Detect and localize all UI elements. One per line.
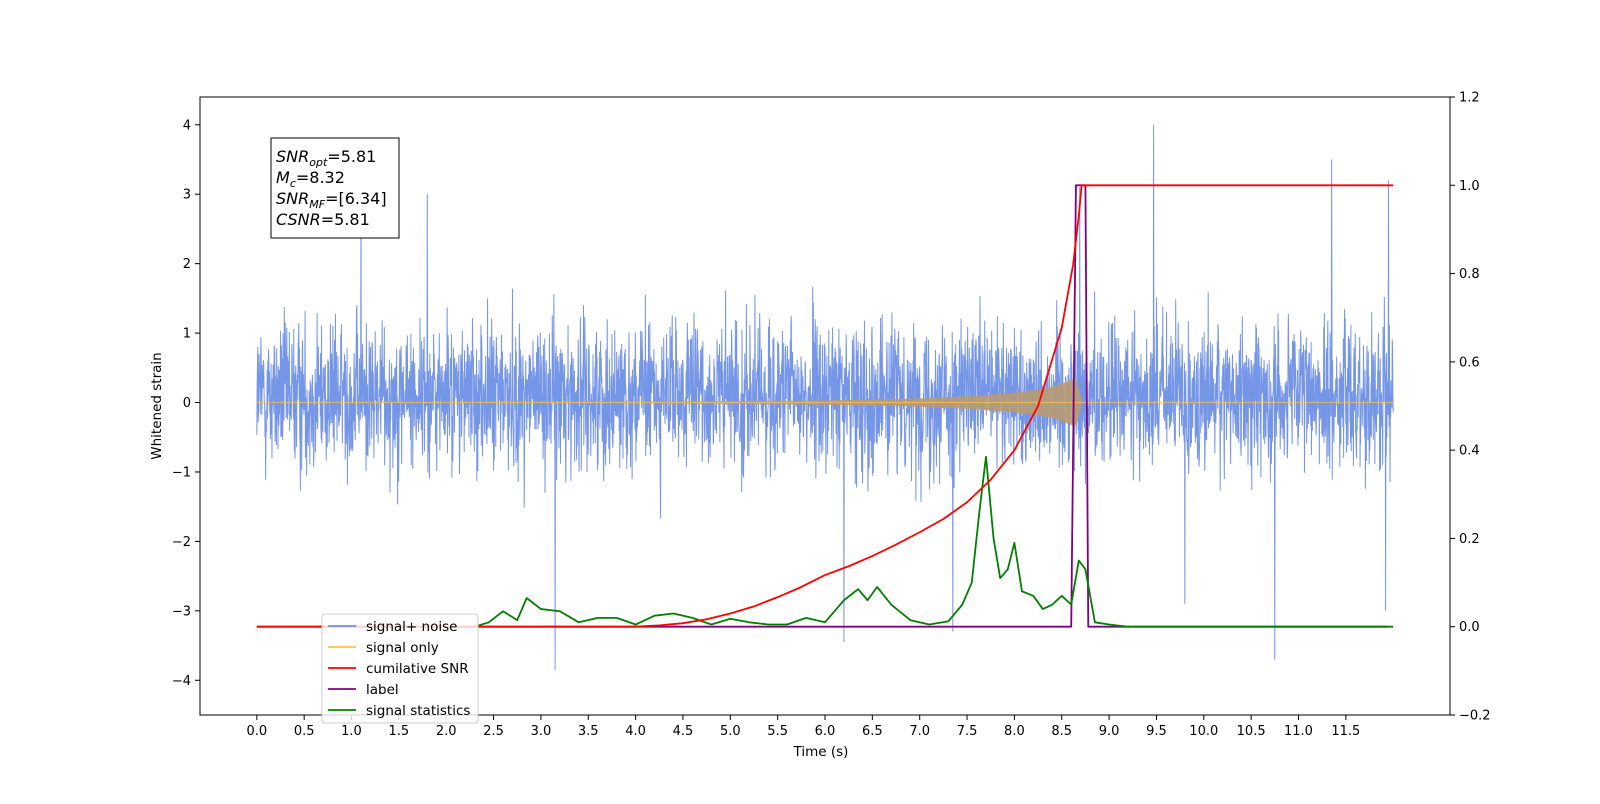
stats-annotation-line: Mc=8.32 (276, 168, 345, 190)
x-tick-label: 8.5 (1051, 724, 1072, 739)
y-tick-label: 1 (183, 327, 191, 342)
x-tick-label: 4.0 (625, 724, 646, 739)
x-tick-label: 2.5 (483, 724, 504, 739)
legend-label: signal+ noise (366, 619, 457, 635)
y2-tick-label: −0.2 (1459, 709, 1491, 724)
x-tick-label: 1.5 (389, 724, 410, 739)
y2-tick-label: 0.8 (1459, 267, 1480, 282)
y2-tick-label: 0.6 (1459, 355, 1480, 370)
y-axis-label: Whitened strain (149, 352, 165, 459)
x-tick-label: 10.5 (1237, 724, 1266, 739)
x-tick-label: 11.0 (1284, 724, 1313, 739)
series-layer (256, 124, 1394, 670)
stats-annotation-line: SNRMF=[6.34] (276, 189, 387, 211)
y2-tick-label: 0.0 (1459, 620, 1480, 635)
x-tick-label: 0.5 (294, 724, 315, 739)
y-tick-label: 0 (183, 396, 191, 411)
y-tick-label: −1 (172, 465, 191, 480)
stats-annotation-line: SNRopt=5.81 (276, 147, 376, 169)
legend-label: signal statistics (366, 703, 470, 719)
x-tick-label: 6.0 (815, 724, 836, 739)
x-tick-label: 9.0 (1099, 724, 1120, 739)
x-tick-label: 10.0 (1189, 724, 1218, 739)
x-tick-label: 5.5 (767, 724, 788, 739)
legend: signal+ noise signal only cumilative SNR la… (321, 613, 479, 724)
x-tick-label: 7.0 (909, 724, 930, 739)
series-signal-statistics-line (256, 455, 1394, 628)
x-tick-label: 5.0 (720, 724, 741, 739)
y-tick-label: −2 (172, 535, 191, 550)
x-tick-label: 4.5 (673, 724, 694, 739)
x-tick-label: 9.5 (1146, 724, 1167, 739)
y-tick-label: −3 (172, 604, 191, 619)
y-tick-label: 3 (183, 188, 191, 203)
y2-tick-label: 0.4 (1459, 444, 1480, 459)
x-axis-label: Time (s) (793, 744, 849, 760)
y2-tick-label: 0.2 (1459, 532, 1480, 547)
y-tick-label: 2 (183, 257, 191, 272)
axes-layer: 0.0 0.5 1.0 1.5 2.0 2.5 3.0 3.5 4.0 4.5 5.0 5.5 6.0 6… (172, 91, 1491, 740)
x-tick-label: 8.0 (1004, 724, 1025, 739)
x-tick-label: 2.0 (436, 724, 457, 739)
legend-label: label (366, 682, 399, 698)
y-tick-label: −4 (172, 674, 191, 689)
legend-label: cumilative SNR (366, 661, 469, 677)
x-tick-label: 7.5 (957, 724, 978, 739)
legend-frame (321, 613, 479, 724)
x-tick-label: 0.0 (246, 724, 267, 739)
x-tick-label: 1.0 (341, 724, 362, 739)
y2-tick-label: 1.2 (1459, 91, 1480, 106)
x-tick-label: 6.5 (862, 724, 883, 739)
series-cumulative-snr-line (256, 184, 1394, 628)
y-tick-label: 4 (183, 118, 191, 133)
legend-label: signal only (366, 640, 439, 656)
x-tick-label: 11.5 (1331, 724, 1360, 739)
stats-annotation-line: CSNR=5.81 (276, 210, 370, 229)
y2-tick-label: 1.0 (1459, 179, 1480, 194)
x-tick-label: 3.5 (578, 724, 599, 739)
series-signal-noise-line (256, 124, 1394, 670)
stats-annotation-frame (270, 137, 400, 239)
x-tick-label: 3.0 (531, 724, 552, 739)
